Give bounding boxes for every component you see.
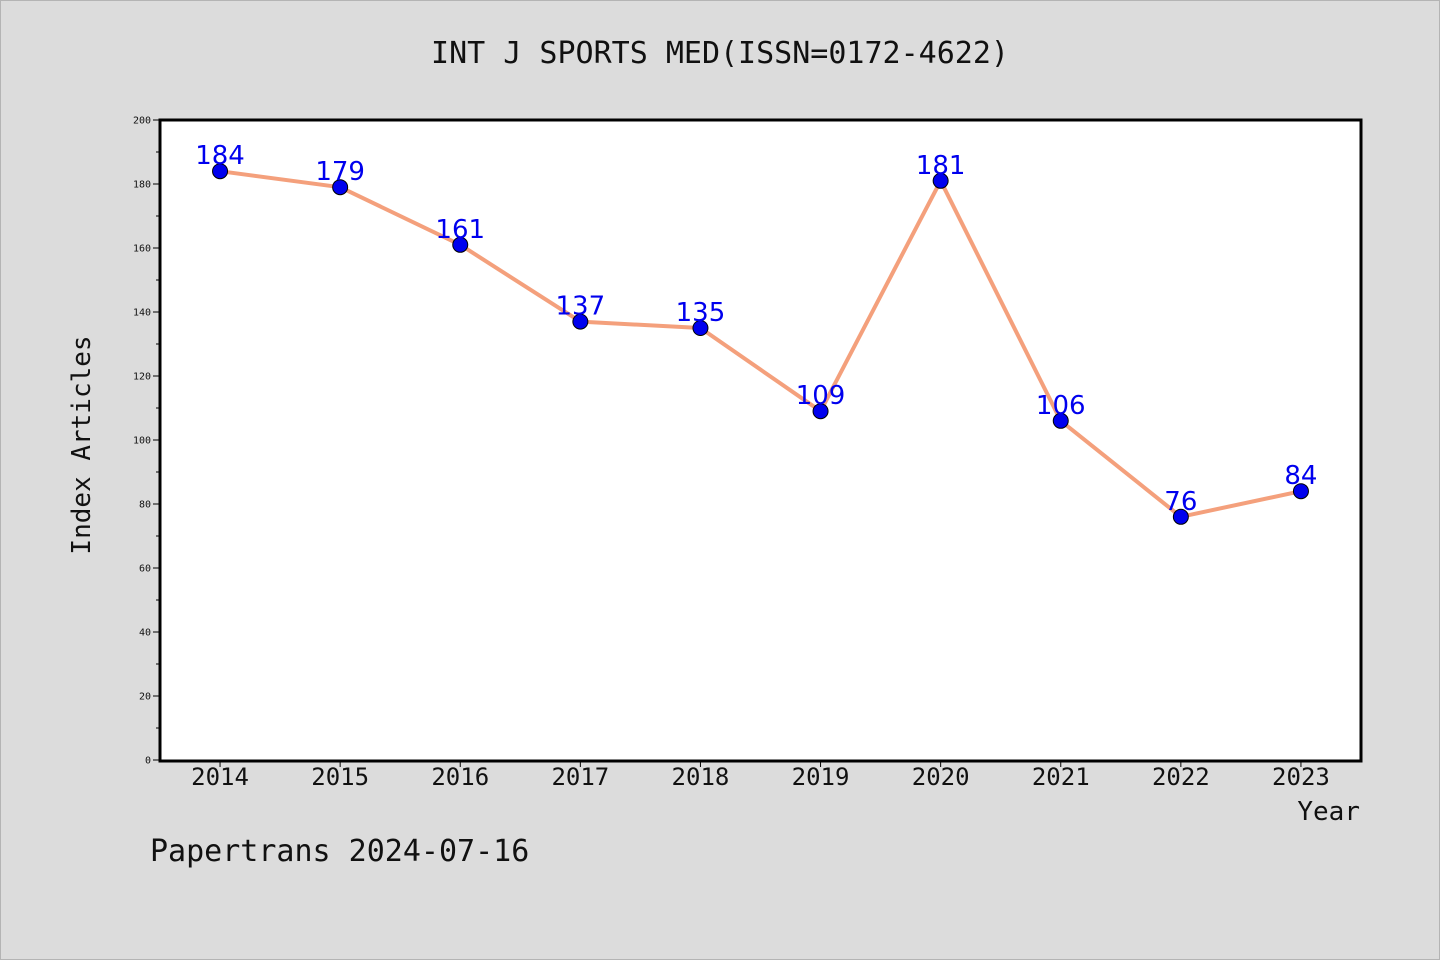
data-label: 109 <box>796 381 846 411</box>
x-tick-label: 2021 <box>1032 763 1090 791</box>
data-point <box>692 320 709 336</box>
data-label: 161 <box>435 215 485 245</box>
data-point <box>1052 412 1069 429</box>
data-point <box>812 403 829 420</box>
x-tick-label: 2019 <box>792 763 850 791</box>
data-label: 137 <box>556 292 606 322</box>
data-label: 181 <box>916 151 966 181</box>
y-axis-label: Index Articles <box>67 335 97 554</box>
y-tick-label: 20 <box>139 692 151 703</box>
y-tick-label: 180 <box>133 180 151 191</box>
y-tick-label: 200 <box>133 116 151 127</box>
series-line <box>218 169 1303 519</box>
data-label: 135 <box>676 298 726 328</box>
x-tick-label: 2014 <box>191 763 249 791</box>
y-tick-label: 100 <box>133 436 151 447</box>
x-tick-label: 2017 <box>551 763 609 791</box>
y-tick-label: 40 <box>139 628 151 639</box>
footer-note: Papertrans 2024-07-16 <box>150 834 530 869</box>
data-label: 106 <box>1036 391 1086 421</box>
x-tick-label: 2018 <box>672 763 730 791</box>
y-tick-label: 80 <box>139 500 151 511</box>
data-point <box>332 179 349 196</box>
y-tick-label: 0 <box>145 756 151 767</box>
data-point <box>1172 508 1189 525</box>
data-point <box>1292 483 1309 500</box>
x-axis-ticks: 2014 2015 2016 2017 2018 2019 2020 2021 2022 2023 <box>191 760 1330 791</box>
data-label: 179 <box>315 157 365 187</box>
y-tick-label: 60 <box>139 564 151 575</box>
chart-title: INT J SPORTS MED(ISSN=0172-4622) <box>431 36 1009 71</box>
x-tick-label: 2020 <box>912 763 970 791</box>
data-label: 184 <box>195 141 245 171</box>
data-point <box>572 313 589 330</box>
data-point <box>452 236 469 253</box>
data-label: 76 <box>1164 487 1197 517</box>
y-tick-label: 120 <box>133 372 151 383</box>
x-tick-label: 2016 <box>431 763 489 791</box>
data-point <box>212 163 229 180</box>
y-tick-label: 140 <box>133 308 151 319</box>
plot-area <box>158 118 1363 763</box>
data-label: 84 <box>1284 461 1317 491</box>
x-axis-label: Year <box>1297 797 1360 827</box>
x-tick-label: 2023 <box>1272 763 1330 791</box>
x-tick-label: 2022 <box>1152 763 1210 791</box>
y-axis-ticks: 0 20 40 60 80 100 120 140 160 180 200 <box>133 116 160 767</box>
x-tick-label: 2015 <box>311 763 369 791</box>
y-tick-label: 160 <box>133 244 151 255</box>
series-index-articles: 184 179 161 137 135 109 181 106 76 84 <box>195 141 1317 525</box>
data-point <box>932 172 949 189</box>
